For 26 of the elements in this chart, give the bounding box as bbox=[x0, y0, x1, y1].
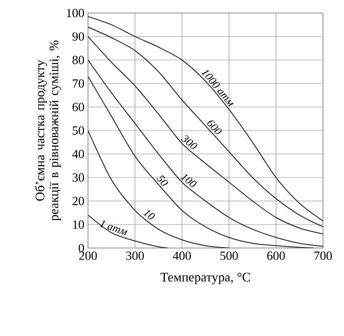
x-tick-label: 300 bbox=[126, 252, 144, 260]
y-tick-label: 100 bbox=[66, 8, 84, 18]
x-tick-label: 600 bbox=[267, 252, 285, 260]
y-tick-label: 40 bbox=[72, 150, 84, 158]
x-tick-label: 400 bbox=[172, 252, 191, 260]
y-tick-label: 0 bbox=[78, 244, 84, 252]
y-tick-label: 50 bbox=[72, 126, 84, 135]
text: 1000 атм bbox=[201, 70, 234, 107]
text: 300 bbox=[180, 135, 198, 149]
x-tick-label: 200 bbox=[79, 252, 97, 260]
x-axis-title: Температура, °C bbox=[160, 272, 250, 284]
y-tick-label: 20 bbox=[72, 196, 84, 206]
y-tick-label: 90 bbox=[72, 32, 84, 41]
y-tick-label: 30 bbox=[72, 173, 84, 182]
y-tick-label: 10 bbox=[73, 220, 84, 229]
x-tick-label: 700 bbox=[314, 252, 332, 260]
text: 600 bbox=[207, 120, 222, 134]
y-axis-title: Об’ємна частка продукту реакції в рівноважній суміші, % bbox=[34, 40, 61, 221]
text: 50 bbox=[156, 175, 168, 186]
text: 100 bbox=[180, 174, 197, 187]
text: 10 bbox=[142, 210, 155, 220]
x-tick-label: 500 bbox=[220, 252, 238, 260]
y-tick-label: 70 bbox=[72, 79, 84, 88]
text: 1 атм bbox=[99, 220, 128, 236]
y-tick-label: 60 bbox=[72, 102, 84, 112]
y-tick-label: 80 bbox=[72, 56, 84, 64]
